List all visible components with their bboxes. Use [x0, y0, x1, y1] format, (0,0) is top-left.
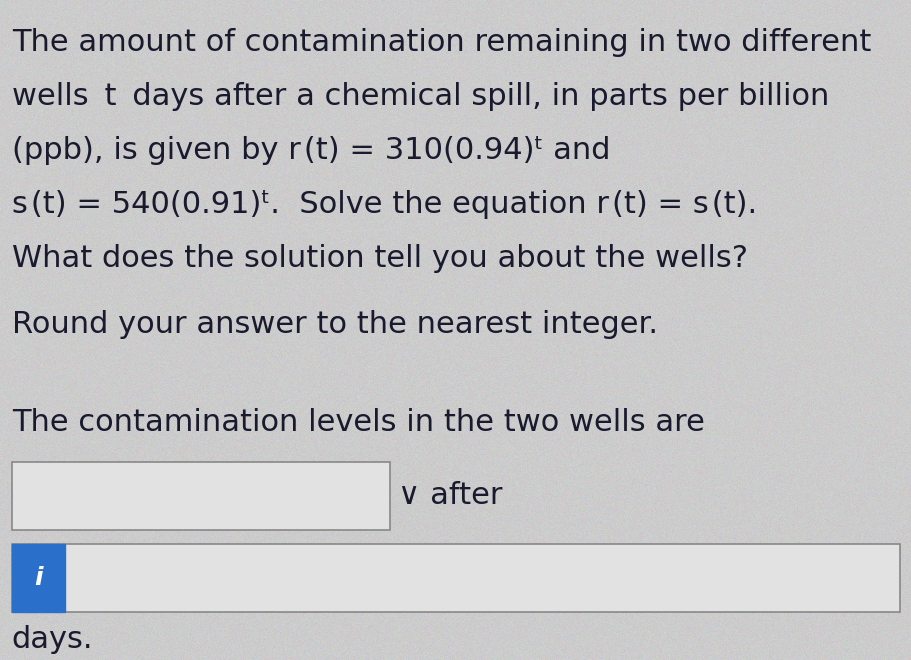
- Bar: [12, 544, 899, 612]
- Text: The contamination levels in the two wells are: The contamination levels in the two well…: [12, 408, 704, 437]
- Text: (ppb), is given by r (t) = 310(0.94)ᵗ and: (ppb), is given by r (t) = 310(0.94)ᵗ an…: [12, 136, 609, 165]
- Text: Round your answer to the nearest integer.: Round your answer to the nearest integer…: [12, 310, 657, 339]
- Text: wells  t  days after a chemical spill, in parts per billion: wells t days after a chemical spill, in …: [12, 82, 828, 111]
- Text: s (t) = 540(0.91)ᵗ.  Solve the equation r (t) = s (t).: s (t) = 540(0.91)ᵗ. Solve the equation r…: [12, 190, 756, 219]
- Text: i: i: [34, 566, 43, 590]
- Text: ∨ after: ∨ after: [398, 482, 502, 510]
- Bar: [12, 462, 390, 530]
- Text: What does the solution tell you about the wells?: What does the solution tell you about th…: [12, 244, 747, 273]
- Text: days.: days.: [12, 625, 93, 654]
- Text: The amount of contamination remaining in two different: The amount of contamination remaining in…: [12, 28, 870, 57]
- Bar: [12, 544, 65, 612]
